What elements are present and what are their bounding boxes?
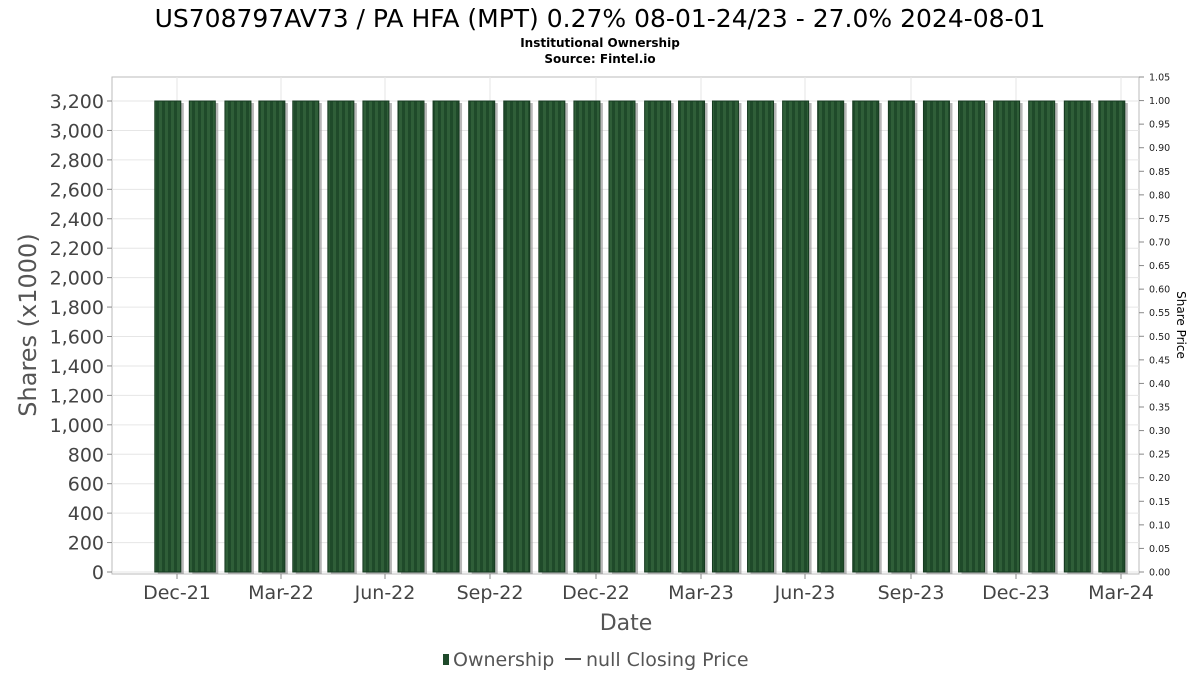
y2-tick-label: 0.90 (1149, 143, 1170, 154)
ownership-bar (538, 100, 566, 573)
y-tick-label: 200 (68, 533, 104, 555)
y2-tick-label: 0.65 (1149, 261, 1170, 272)
x-tick-label: Mar-22 (248, 582, 314, 604)
y2-tick-label: 0.70 (1149, 238, 1170, 249)
legend-ownership-label: Ownership (453, 649, 554, 671)
ownership-bar (292, 100, 320, 573)
ownership-bar (327, 100, 355, 573)
x-tick-label: Dec-21 (143, 582, 211, 604)
y2-tick-label: 0.45 (1149, 355, 1170, 366)
y2-tick-label: 0.95 (1149, 120, 1170, 131)
y2-tick-label: 0.20 (1149, 473, 1170, 484)
legend-price-label: null Closing Price (586, 649, 749, 671)
y2-tick-label: 0.35 (1149, 403, 1170, 414)
y2-tick-label: 0.00 (1149, 568, 1170, 579)
ownership-bar (188, 100, 216, 573)
ownership-bar (852, 100, 880, 573)
chart-subtitle-line1: Institutional Ownership (520, 36, 680, 50)
y-tick-label: 3,000 (50, 120, 104, 142)
y-axis-left: 0 200 400 600 800 1,000 1,200 1,400 1,600 1,800 2,… (50, 91, 112, 584)
y-tick-label: 2,200 (50, 238, 104, 260)
y-tick-label: 2,600 (50, 179, 104, 201)
y2-tick-label: 1.05 (1149, 73, 1170, 84)
y2-tick-label: 0.80 (1149, 190, 1170, 201)
y2-tick-label: 0.55 (1149, 308, 1170, 319)
y-tick-label: 2,400 (50, 209, 104, 231)
chart-title: US708797AV73 / PA HFA (MPT) 0.27% 08-01-… (155, 4, 1046, 33)
y2-tick-label: 0.05 (1149, 544, 1170, 555)
ownership-bar (747, 100, 775, 573)
ownership-bar (817, 100, 845, 573)
ownership-bar (397, 100, 425, 573)
ownership-bar (678, 100, 706, 573)
ownership-bar (958, 100, 986, 573)
x-tick-label: Jun-22 (354, 582, 416, 604)
y-tick-label: 1,000 (50, 415, 104, 437)
y2-tick-label: 0.30 (1149, 426, 1170, 437)
ownership-bar (993, 100, 1021, 573)
ownership-bar (258, 100, 286, 573)
ownership-bars (154, 100, 1128, 574)
y-tick-label: 400 (68, 503, 104, 525)
ownership-bar (608, 100, 636, 573)
ownership-bar (573, 100, 601, 573)
y-tick-label: 0 (92, 562, 104, 584)
y-tick-label: 2,800 (50, 150, 104, 172)
y-tick-label: 1,800 (50, 297, 104, 319)
y-tick-label: 1,400 (50, 356, 104, 378)
y2-axis-label: Share Price (1174, 291, 1188, 359)
x-tick-label: Dec-22 (562, 582, 630, 604)
legend-ownership-swatch (443, 654, 449, 665)
x-tick-label: Jun-23 (774, 582, 836, 604)
ownership-bar (644, 100, 672, 573)
y-axis-right: 0.00 0.05 0.10 0.15 0.20 0.25 0.30 0.35 0.40 0.45… (1139, 73, 1170, 579)
ownership-bar (711, 100, 739, 573)
ownership-bar (432, 100, 460, 573)
y2-tick-label: 0.25 (1149, 450, 1170, 461)
y-tick-label: 600 (68, 474, 104, 496)
y2-tick-label: 0.85 (1149, 167, 1170, 178)
ownership-bar (1063, 100, 1091, 573)
chart-subtitle-line2: Source: Fintel.io (544, 52, 655, 66)
ownership-bar (224, 100, 252, 573)
y-tick-label: 1,200 (50, 385, 104, 407)
x-tick-label: Sep-23 (878, 582, 945, 604)
ownership-bar (887, 100, 915, 573)
x-tick-label: Dec-23 (982, 582, 1050, 604)
x-tick-label: Mar-23 (668, 582, 734, 604)
y-tick-label: 3,200 (50, 91, 104, 113)
y-tick-label: 2,000 (50, 268, 104, 290)
y2-tick-label: 0.10 (1149, 520, 1170, 531)
y-axis-label: Shares (x1000) (14, 233, 42, 416)
y2-tick-label: 1.00 (1149, 96, 1170, 107)
y2-tick-label: 0.15 (1149, 497, 1170, 508)
x-axis-label: Date (600, 611, 653, 636)
y2-tick-label: 0.40 (1149, 379, 1170, 390)
y-tick-label: 800 (68, 444, 104, 466)
x-tick-label: Mar-24 (1088, 582, 1154, 604)
y2-tick-label: 0.75 (1149, 214, 1170, 225)
ownership-bar (782, 100, 810, 573)
y2-tick-label: 0.50 (1149, 332, 1170, 343)
ownership-bar (362, 100, 390, 573)
ownership-bar (922, 100, 950, 573)
x-tick-label: Sep-22 (457, 582, 524, 604)
ownership-bar (468, 100, 496, 573)
y2-tick-label: 0.60 (1149, 285, 1170, 296)
ownership-bar (503, 100, 531, 573)
x-axis: Dec-21 Mar-22 Jun-22 Sep-22 Dec-22 Mar-23 Jun-… (143, 574, 1154, 604)
legend: Ownership null Closing Price (443, 649, 749, 671)
ownership-bar (1098, 100, 1126, 573)
y-tick-label: 1,600 (50, 327, 104, 349)
ownership-bar (154, 100, 182, 573)
ownership-bar (1028, 100, 1056, 573)
